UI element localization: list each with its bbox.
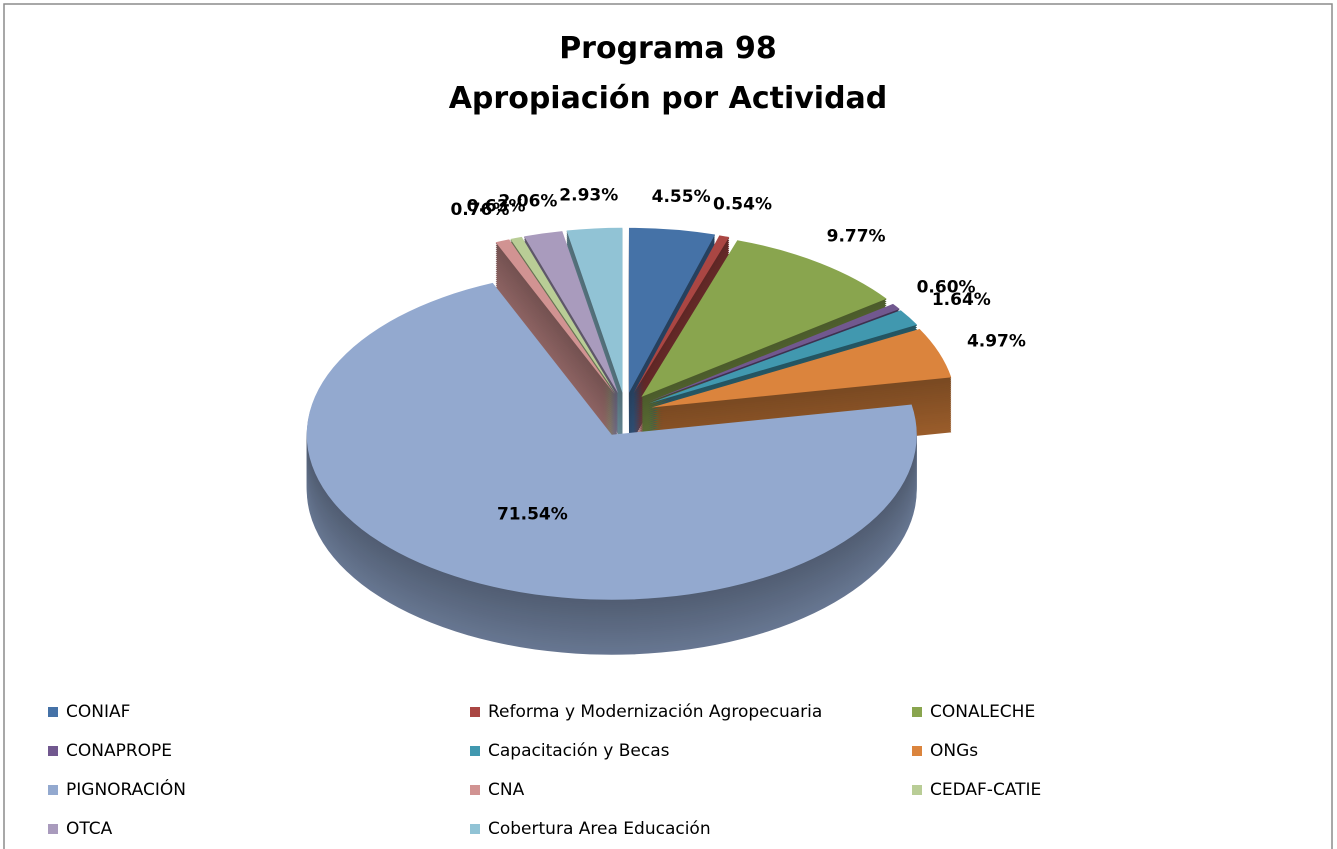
slice-side: [633, 250, 730, 409]
legend-label: ONGs: [930, 741, 978, 761]
legend-label: PIGNORACIÓN: [66, 778, 186, 800]
data-label: 9.77%: [827, 226, 886, 246]
legend-label: CONAPROPE: [66, 741, 172, 761]
legend-swatch: [470, 707, 480, 717]
legend-swatch: [48, 785, 58, 795]
data-label: 0.76%: [450, 200, 509, 220]
pie-slice: [648, 310, 918, 404]
pie-slice: [306, 282, 917, 600]
pie-slice: [510, 236, 616, 394]
legend-swatch: [48, 707, 58, 717]
data-label: 71.54%: [497, 505, 568, 525]
slice-side: [633, 240, 730, 399]
legend-label: CONIAF: [66, 702, 130, 722]
legend-swatch: [48, 824, 58, 834]
legend-swatch: [48, 746, 58, 756]
data-label: 0.60%: [917, 277, 976, 297]
pie-slice: [524, 231, 619, 394]
data-label: 0.54%: [713, 195, 772, 215]
data-label: 1.64%: [932, 290, 991, 310]
legend-label: CEDAF-CATIE: [930, 780, 1041, 800]
pie-slice: [495, 239, 615, 395]
pie-slice: [651, 328, 952, 408]
slice-side: [633, 242, 730, 401]
data-label: 2.93%: [559, 186, 618, 206]
pie-slice: [647, 303, 900, 403]
legend-swatch: [470, 746, 480, 756]
data-label: 0.63%: [467, 197, 526, 217]
legend-label: Capacitación y Becas: [488, 741, 670, 761]
pie-slice: [628, 227, 716, 393]
legend-swatch: [912, 785, 922, 795]
data-label: 2.06%: [498, 191, 557, 211]
data-label: 4.55%: [652, 187, 711, 207]
legend-swatch: [470, 785, 480, 795]
slice-side: [633, 248, 730, 407]
legend-label: OTCA: [66, 819, 113, 839]
legend-label: CONALECHE: [930, 702, 1035, 722]
legend-label: Cobertura Area Educación: [488, 819, 711, 839]
data-label: 4.97%: [967, 331, 1026, 351]
legend-swatch: [912, 707, 922, 717]
slice-side: [633, 238, 730, 397]
chart-title: Programa 98: [559, 31, 777, 66]
slice-side: [633, 244, 730, 403]
legend-label: Reforma y Modernización Agropecuaria: [488, 702, 822, 722]
chart-title: Apropiación por Actividad: [449, 81, 888, 116]
legend-swatch: [912, 746, 922, 756]
legend-label: CNA: [488, 780, 525, 800]
legend-swatch: [470, 824, 480, 834]
pie-slice: [641, 240, 887, 397]
pie-slice: [566, 227, 623, 393]
pie-slice: [633, 235, 730, 394]
slice-side: [633, 246, 730, 405]
